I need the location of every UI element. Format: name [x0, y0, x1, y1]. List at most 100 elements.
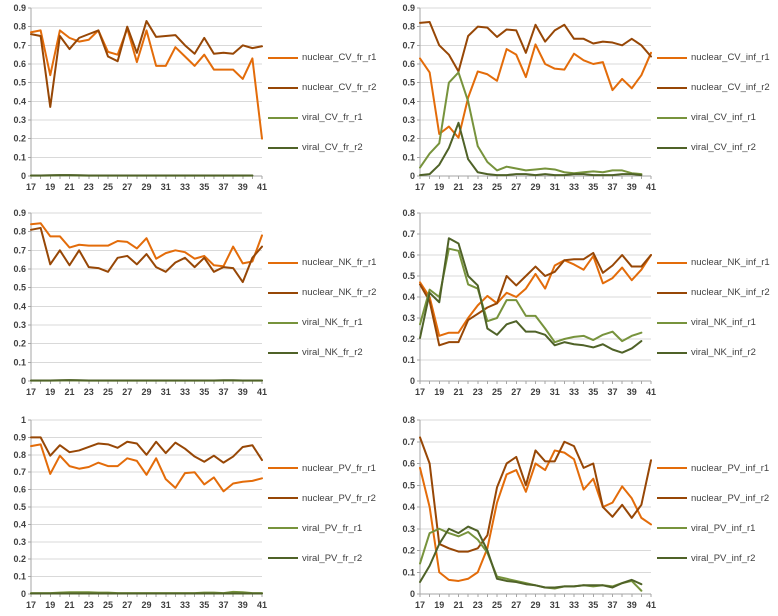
x-tick-label: 39 [238, 182, 248, 192]
x-tick-label: 27 [511, 600, 521, 610]
y-tick-label: 0.3 [402, 115, 415, 125]
legend-line-swatch [268, 291, 298, 294]
legend-label: viral_PV_inf_r2 [691, 552, 756, 564]
legend-item-viral-nk-inf-r2: viral_NK_inf_r2 [657, 347, 778, 358]
x-tick-label: 23 [473, 387, 483, 397]
legend-cv-fr: nuclear_CV_fr_r1 nuclear_CV_fr_r2 viral_CV… [268, 0, 389, 205]
series-line-viral-cv-inf-r2 [419, 121, 643, 177]
x-tick-label: 21 [453, 600, 463, 610]
legend-label: nuclear_PV_inf_r1 [691, 462, 770, 474]
x-tick-label: 25 [103, 182, 113, 192]
y-tick-label: 0 [21, 171, 26, 181]
y-tick-label: 0.5 [402, 480, 415, 490]
series-line-viral-nk-inf-r2 [419, 237, 643, 354]
chart-cv-inf[interactable]: 0 0.1 0.2 0.3 0.4 0.5 0.6 0.7 0.8 0.9 17 19 21 23 25 27… [389, 0, 778, 205]
y-tick-label: 0.4 [13, 96, 26, 106]
legend-label: viral_PV_fr_r1 [302, 522, 363, 534]
x-tick-label: 33 [180, 182, 190, 192]
legend-item-viral-cv-fr-r1: viral_CV_fr_r1 [268, 112, 389, 123]
x-tick-label: 19 [45, 387, 55, 397]
legend-line-swatch [268, 321, 298, 324]
legend-label: nuclear_CV_inf_r1 [691, 52, 770, 63]
x-tick-label: 27 [122, 387, 132, 397]
legend-nk-fr: nuclear_NK_fr_r1 nuclear_NK_fr_r2 viral_NK… [268, 205, 389, 410]
x-tick-label: 21 [64, 600, 74, 610]
series-line-viral-pv-inf-r1 [419, 527, 643, 592]
y-tick-label: 0.7 [13, 467, 26, 477]
x-tick-label: 29 [530, 387, 540, 397]
x-tick-label: 39 [627, 182, 637, 192]
y-tick-label: 0.2 [402, 134, 415, 144]
series-line-nuclear-nk-fr-r2 [30, 226, 263, 284]
x-tick-label: 35 [199, 182, 209, 192]
legend-line-swatch [657, 351, 687, 354]
legend-item-viral-pv-fr-r2: viral_PV_fr_r2 [268, 553, 389, 564]
y-tick-label: 0.4 [402, 502, 415, 512]
legend-label: nuclear_NK_fr_r1 [302, 257, 377, 268]
legend-line-swatch [657, 261, 687, 264]
series-line-viral-nk-inf-r1 [419, 247, 643, 344]
x-tick-label: 33 [569, 387, 579, 397]
y-tick-label: 0.6 [402, 459, 415, 469]
legend-line-swatch [268, 116, 298, 119]
y-tick-label: 0.1 [402, 355, 415, 365]
chart-cv-fr[interactable]: 0 0.1 0.2 0.3 0.4 0.5 0.6 0.7 0.8 0.9 17 19 21 23 25 27… [0, 0, 389, 205]
legend-item-viral-nk-fr-r1: viral_NK_fr_r1 [268, 317, 389, 328]
y-tick-label: 0.8 [402, 22, 415, 32]
legend-line-swatch [657, 56, 687, 59]
legend-item-viral-pv-inf-r2: viral_PV_inf_r2 [657, 553, 778, 564]
y-tick-label: 0.6 [13, 59, 26, 69]
legend-label: viral_CV_fr_r1 [302, 112, 363, 123]
x-tick-label: 17 [26, 600, 36, 610]
legend-line-swatch [268, 351, 298, 354]
x-tick-label: 29 [530, 182, 540, 192]
series-line-nuclear-nk-inf-r2 [419, 251, 652, 347]
legend-label: viral_PV_inf_r1 [691, 522, 756, 534]
x-tick-label: 37 [218, 600, 228, 610]
legend-item-viral-cv-fr-r2: viral_CV_fr_r2 [268, 142, 389, 153]
y-tick-label: 0.2 [13, 554, 26, 564]
legend-label: nuclear_NK_fr_r2 [302, 287, 377, 298]
legend-line-swatch [657, 291, 687, 294]
series-line-nuclear-cv-inf-r1 [419, 43, 652, 139]
x-tick-label: 19 [45, 600, 55, 610]
y-tick-label: 1 [21, 415, 26, 425]
legend-line-swatch [657, 86, 687, 89]
series-line-viral-cv-inf-r1 [419, 71, 643, 176]
legend-item-viral-pv-fr-r1: viral_PV_fr_r1 [268, 523, 389, 534]
chart-nk-fr-plot-area: 0 0.1 0.2 0.3 0.4 0.5 0.6 0.7 0.8 0.9 17 19 21 23 25 27… [13, 208, 267, 397]
chart-pv-inf[interactable]: 0 0.1 0.2 0.3 0.4 0.5 0.6 0.7 0.8 17 19 21 23 25 27 29 3… [389, 410, 778, 616]
y-tick-label: 0.5 [13, 78, 26, 88]
x-tick-label: 41 [646, 182, 656, 192]
legend-line-swatch [268, 527, 298, 529]
x-tick-label: 41 [646, 387, 656, 397]
legend-label: nuclear_NK_inf_r2 [691, 287, 770, 298]
chart-pv-fr-plot-area: 0 0.1 0.2 0.3 0.4 0.5 0.6 0.7 0.8 0.9 1 17 19 21 23 25 2… [13, 415, 267, 610]
x-tick-label: 29 [141, 182, 151, 192]
x-tick-label: 41 [646, 600, 656, 610]
y-tick-label: 0.8 [13, 22, 26, 32]
chart-pv-fr[interactable]: 0 0.1 0.2 0.3 0.4 0.5 0.6 0.7 0.8 0.9 1 17 19 21 23 25 2… [0, 410, 389, 616]
chart-nk-inf[interactable]: 0 0.1 0.2 0.3 0.4 0.5 0.6 0.7 0.8 17 19 21 23 25 27 29 3… [389, 205, 778, 410]
x-tick-label: 29 [141, 600, 151, 610]
legend-label: nuclear_PV_inf_r2 [691, 492, 770, 504]
legend-item-nuclear-pv-fr-r1: nuclear_PV_fr_r1 [268, 463, 389, 474]
legend-item-viral-pv-inf-r1: viral_PV_inf_r1 [657, 523, 778, 534]
legend-item-nuclear-pv-inf-r1: nuclear_PV_inf_r1 [657, 463, 778, 474]
y-tick-label: 0.4 [402, 96, 415, 106]
legend-label: viral_NK_inf_r1 [691, 317, 756, 328]
series-line-nuclear-pv-fr-r1 [30, 443, 263, 493]
legend-item-nuclear-nk-fr-r1: nuclear_NK_fr_r1 [268, 257, 389, 268]
chart-nk-fr[interactable]: 0 0.1 0.2 0.3 0.4 0.5 0.6 0.7 0.8 0.9 17 19 21 23 25 27… [0, 205, 389, 410]
legend-label: viral_NK_fr_r2 [302, 347, 363, 358]
series-line-viral-pv-inf-r2 [419, 525, 643, 589]
legend-nk-inf: nuclear_NK_inf_r1 nuclear_NK_inf_r2 viral_… [657, 205, 778, 410]
legend-line-swatch [268, 86, 298, 89]
x-tick-label: 25 [492, 387, 502, 397]
y-tick-label: 0.1 [13, 152, 26, 162]
x-tick-label: 25 [103, 387, 113, 397]
legend-line-swatch [657, 557, 687, 559]
legend-line-swatch [657, 467, 687, 469]
y-tick-label: 0.8 [402, 415, 415, 425]
